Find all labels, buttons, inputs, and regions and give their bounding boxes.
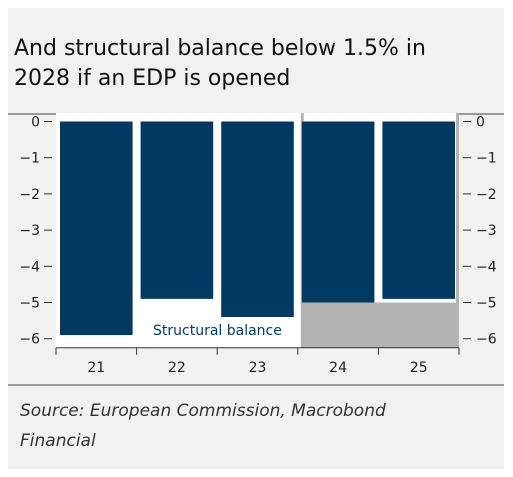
xtick-label-21: 21 bbox=[87, 360, 105, 376]
ytick-label-left--6: −6 bbox=[19, 332, 40, 348]
xtick-label-25: 25 bbox=[410, 360, 428, 376]
source-line-1: Source: European Commission, Macrobond bbox=[20, 401, 386, 421]
ytick-label-left-0: 0 bbox=[31, 115, 40, 131]
ytick-label-right--2: −2 bbox=[476, 187, 497, 203]
title-line-2: 2028 if an EDP is opened bbox=[14, 66, 291, 91]
ytick-label-right--5: −5 bbox=[476, 296, 497, 312]
xtick-label-23: 23 bbox=[249, 360, 267, 376]
ytick-label-right--6: −6 bbox=[476, 332, 497, 348]
chart-source: Source: European Commission, Macrobond F… bbox=[20, 396, 490, 456]
ytick-label-left--2: −2 bbox=[19, 187, 40, 203]
bar-21 bbox=[60, 121, 133, 336]
ytick-label-right--1: −1 bbox=[476, 151, 497, 167]
ytick-label-left--5: −5 bbox=[19, 296, 40, 312]
bar-22 bbox=[140, 121, 214, 299]
bar-23 bbox=[221, 121, 294, 317]
xtick-label-24: 24 bbox=[329, 360, 347, 376]
bar-25 bbox=[382, 121, 455, 299]
source-separator bbox=[8, 384, 504, 386]
ytick-label-left--3: −3 bbox=[19, 223, 40, 239]
bar-24 bbox=[301, 121, 375, 303]
series-label: Structural balance bbox=[153, 323, 282, 339]
title-line-1: And structural balance below 1.5% in bbox=[14, 36, 426, 61]
ytick-label-right-0: 0 bbox=[476, 115, 485, 131]
source-line-2: Financial bbox=[20, 431, 96, 451]
ytick-label-right--3: −3 bbox=[476, 223, 497, 239]
ytick-label-left--4: −4 bbox=[19, 259, 40, 275]
xtick-label-22: 22 bbox=[168, 360, 186, 376]
ytick-label-left--1: −1 bbox=[19, 151, 40, 167]
chart-title: And structural balance below 1.5% in 202… bbox=[14, 34, 504, 94]
ytick-label-right--4: −4 bbox=[476, 259, 497, 275]
